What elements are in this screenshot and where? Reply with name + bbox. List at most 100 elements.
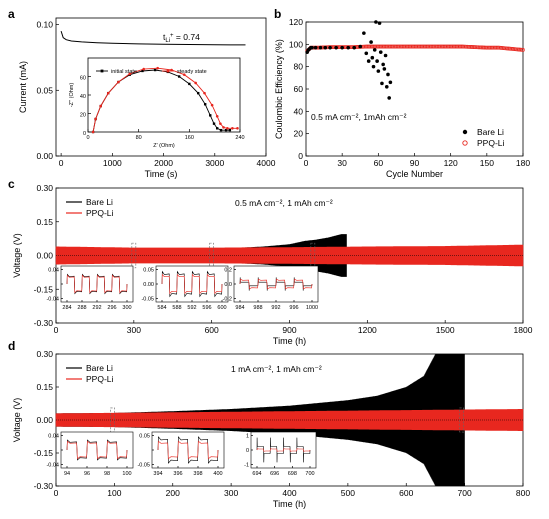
- panel-b-ppq-point: [366, 44, 371, 49]
- panel-d-ytick-label: 0.15: [36, 382, 53, 392]
- panel-b-bare-point: [334, 45, 338, 50]
- panel-c-inset-xtick-label: 996: [289, 305, 298, 311]
- panel-a-inset-point: [91, 130, 95, 134]
- panel-b-ppq-point: [365, 44, 370, 49]
- panel-b-bare-point: [384, 84, 389, 89]
- panel-b-ppq-point: [434, 44, 439, 49]
- panel-b-ppq-point: [367, 44, 372, 49]
- panel-b-ppq-point: [459, 44, 464, 49]
- panel-b-ppq-point: [494, 45, 499, 50]
- panel-b-ppq-point: [399, 44, 404, 49]
- panel-b-ppq-point: [390, 44, 395, 49]
- panel-b-ppq-point: [443, 44, 448, 49]
- panel-a-legend-label: steady state: [177, 69, 207, 75]
- panel-b-ppq-point: [487, 45, 492, 50]
- panel-d-xlabel: Time (h): [273, 499, 306, 509]
- panel-a-inset-point: [142, 67, 146, 71]
- panel-b-xtick-label: 120: [444, 158, 458, 168]
- panel-c-inset-xtick-label: 588: [172, 305, 181, 311]
- panel-a-inset-point: [222, 126, 225, 129]
- panel-b-ppq-point: [442, 44, 447, 49]
- panel-a-inset-point: [219, 128, 223, 132]
- panel-b-ppq-point: [460, 44, 465, 49]
- panel-label-a: a: [8, 7, 15, 21]
- panel-a-inset-point: [226, 127, 229, 130]
- panel-c-ytick-label: 0.00: [36, 251, 53, 261]
- panel-b-ppq-point: [484, 45, 489, 50]
- panel-b-ppq-point: [483, 45, 488, 50]
- panel-b-ppq-point: [421, 44, 425, 49]
- panel-d-inset-ppq-li-trace: [66, 440, 128, 460]
- panel-d-inset-xtick-label: 398: [193, 471, 202, 477]
- panel-b-ppq-point: [512, 47, 517, 52]
- panel-a-inset-point: [106, 91, 110, 95]
- panel-a-inset-point: [219, 122, 222, 125]
- panel-b-ppq-point: [439, 44, 443, 49]
- panel-b-ppq-point: [400, 44, 405, 49]
- panel-d-inset-xtick-label: 98: [104, 471, 110, 477]
- panel-a-inset-point: [182, 73, 186, 76]
- panel-a-inset-point: [209, 114, 212, 117]
- panel-a-ytick-label: 0.05: [36, 85, 53, 95]
- panel-b-bare-point: [375, 59, 379, 63]
- panel-a-annotation: tLi+ = 0.74: [163, 32, 200, 44]
- panel-a-inset-point: [178, 75, 181, 78]
- panel-b-xtick-label: 150: [480, 158, 494, 168]
- panel-b-ppq-point: [474, 45, 478, 50]
- panel-a-inset-point: [197, 91, 200, 95]
- panel-d-inset-xtick-label: 100: [122, 471, 131, 477]
- panel-b-ppq-point: [436, 44, 441, 49]
- panel-b-ppq-point: [449, 44, 454, 49]
- panel-d-chart: 0 100 200 300 400 500 600 700 800 -0.30 -0.15 0.00 0…: [12, 349, 530, 509]
- panel-b-ppq-point: [515, 47, 519, 52]
- panel-a-xlabel: Time (s): [145, 169, 178, 179]
- panel-label-c: c: [8, 177, 15, 191]
- panel-a-inset-point: [203, 91, 206, 95]
- panel-a-xtick-label: 4000: [257, 158, 276, 168]
- panel-d-ytick-label: 0.30: [36, 349, 53, 359]
- panel-c-inset-xtick-label: 988: [253, 305, 262, 311]
- panel-b-ytick-label: 60: [294, 84, 304, 94]
- panel-b-ppq-point: [402, 44, 407, 49]
- panel-b-ppq-point: [419, 44, 424, 49]
- panel-b-ppq-point: [422, 44, 427, 49]
- panel-c-inset-ytick-label: 0.05: [143, 268, 154, 274]
- panel-b-ppq-point: [493, 45, 498, 50]
- panel-a-ylabel: Current (mA): [18, 61, 28, 113]
- panel-b-bare-point: [383, 53, 388, 58]
- panel-a-inset-point: [203, 103, 207, 106]
- panel-b-ppq-point: [393, 44, 398, 49]
- panel-b-ylabel: Coulombic Efficiency (%): [274, 39, 284, 139]
- panel-c-inset-ytick-label: -0.05: [141, 296, 154, 302]
- panel-b-ppq-point: [516, 47, 521, 52]
- panel-d-inset-ytick-label: -1: [244, 462, 249, 468]
- panel-c-inset-xtick-label: 296: [107, 305, 116, 311]
- panel-d-inset-xtick-label: 694: [252, 471, 261, 477]
- panel-c-zoom-marker: [209, 242, 214, 269]
- panel-c-inset-xtick-label: 1000: [306, 305, 318, 311]
- panel-b-ppq-point: [424, 44, 429, 49]
- panel-b-bare-point: [328, 45, 332, 50]
- panel-b-bare-point: [371, 64, 376, 69]
- panel-b-ppq-point: [405, 44, 410, 49]
- panel-a-xtick-label: 3000: [205, 158, 224, 168]
- panel-d-inset-ppq-li-trace: [157, 440, 219, 460]
- panel-d-inset-xtick-label: 700: [305, 471, 314, 477]
- panel-a-frame: [55, 17, 267, 157]
- panel-c-legend-label: PPQ-Li: [86, 208, 114, 218]
- panel-c-annotation: 0.5 mA cm⁻², 1 mAh cm⁻²: [235, 198, 333, 208]
- panel-d-zoom-marker: [110, 407, 115, 433]
- panel-a-inset-ytick-label: 40: [80, 94, 86, 100]
- panel-b-ppq-point: [429, 44, 434, 49]
- panel-label-b: b: [274, 7, 281, 21]
- panel-b-ppq-point: [509, 46, 513, 51]
- panel-a-inset-point: [216, 127, 219, 130]
- panel-b-xtick-label: 180: [516, 158, 530, 168]
- panel-b-ppq-point: [380, 44, 384, 49]
- panel-b-bare-point: [386, 72, 390, 77]
- panel-d-xtick-label: 300: [224, 488, 238, 498]
- panel-c-inset-ppq-li-trace: [66, 274, 128, 294]
- panel-d-inset-xtick-label: 96: [84, 471, 90, 477]
- panel-b-ppq-point: [404, 44, 408, 49]
- panel-a-current-line: [60, 30, 246, 46]
